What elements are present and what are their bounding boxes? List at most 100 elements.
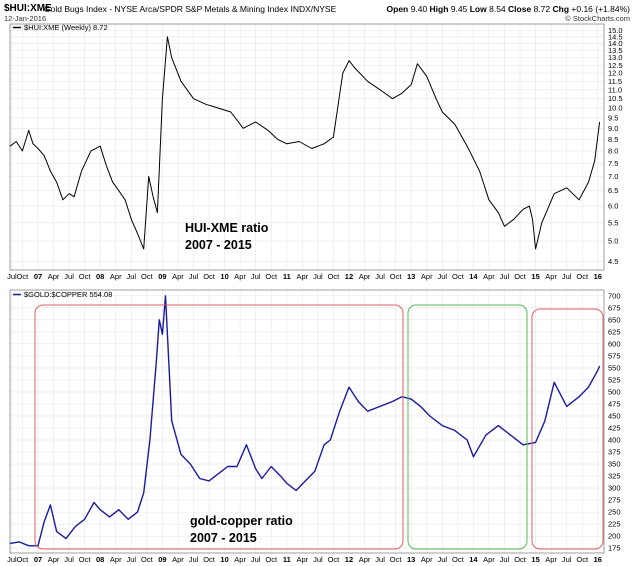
y-tick-label: 350 — [608, 460, 621, 469]
x-tick-label: Jul — [313, 555, 323, 564]
x-tick-label: Jul — [189, 555, 199, 564]
y-tick-label: 15.0 — [608, 26, 623, 35]
x-tick-label: Oct — [576, 555, 589, 564]
x-tick-label: Apr — [234, 272, 246, 281]
x-tick-label: Apr — [359, 272, 371, 281]
panel-frame — [9, 23, 605, 271]
x-tick-label: Apr — [296, 555, 308, 564]
y-tick-label: 375 — [608, 448, 621, 457]
x-tick-label: 16 — [594, 272, 602, 281]
x-tick-label: Jul — [126, 272, 136, 281]
low-value: 8.54 — [489, 4, 506, 14]
y-tick-label: 8.0 — [608, 146, 618, 155]
x-tick-label: 16 — [594, 555, 602, 564]
y-tick-label: 475 — [608, 399, 621, 408]
hui-xme-series-line — [9, 36, 601, 250]
y-tick-label: 275 — [608, 496, 621, 505]
legend-gold-copper: $GOLD:$COPPER 554.08 — [13, 290, 112, 299]
x-tick-label: 14 — [469, 272, 478, 281]
chart-symbol: $HUI:XME — [4, 3, 52, 14]
x-tick-label: Apr — [48, 272, 60, 281]
x-tick-label: Apr — [172, 272, 184, 281]
annotation-line: 2007 - 2015 — [185, 238, 252, 252]
x-tick-label: Oct — [265, 272, 278, 281]
x-tick-label: 12 — [345, 272, 353, 281]
x-tick-label: Apr — [48, 555, 60, 564]
annotation-line: HUI-XME ratio — [185, 221, 269, 235]
y-tick-label: 425 — [608, 423, 621, 432]
x-tick-label: 11 — [283, 272, 291, 281]
legend-hui-xme: $HUI:XME (Weekly) 8.72 — [13, 23, 108, 32]
y-tick-label: 325 — [608, 472, 621, 481]
y-tick-label: 225 — [608, 520, 621, 529]
y-tick-label: 300 — [608, 484, 621, 493]
legend-label: $GOLD:$COPPER 554.08 — [24, 290, 112, 299]
highlight-box-green-2013-2015 — [407, 304, 528, 550]
x-tick-label: Oct — [328, 555, 341, 564]
x-tick-label: Oct — [79, 272, 92, 281]
x-tick-label: 08 — [96, 555, 104, 564]
x-tick-label: 08 — [96, 272, 104, 281]
x-tick-label: 10 — [220, 272, 228, 281]
x-tick-label: Apr — [172, 555, 184, 564]
y-tick-label: 500 — [608, 387, 621, 396]
y-tick-label: 4.5 — [608, 257, 618, 266]
y-tick-label: 525 — [608, 375, 621, 384]
x-tick-label: Jul — [375, 555, 385, 564]
x-tick-label: Jul — [64, 272, 74, 281]
annotation-line: 2007 - 2015 — [190, 531, 257, 545]
x-tick-label: Oct — [79, 555, 92, 564]
open-value: 9.40 — [410, 4, 428, 14]
x-tick-label: Jul — [126, 555, 136, 564]
high-value: 9.45 — [450, 4, 468, 14]
x-tick-label: Jul — [7, 555, 17, 564]
close-value: 8.72 — [533, 4, 551, 14]
x-tick-label: Apr — [545, 272, 557, 281]
x-tick-label: 13 — [407, 272, 415, 281]
x-tick-label: Oct — [576, 272, 589, 281]
y-tick-label: 650 — [608, 315, 621, 324]
y-tick-label: 6.0 — [608, 202, 618, 211]
x-tick-label: Oct — [390, 555, 403, 564]
x-tick-label: Oct — [265, 555, 278, 564]
x-tick-label: 14 — [469, 555, 478, 564]
y-tick-label: 9.0 — [608, 124, 618, 133]
x-tick-label: Jul — [313, 272, 323, 281]
x-tick-label: Oct — [514, 555, 527, 564]
y-tick-label: 7.5 — [608, 159, 618, 168]
y-tick-label: 7.0 — [608, 172, 618, 181]
x-tick-label: Oct — [141, 272, 154, 281]
x-tick-label: Apr — [421, 272, 433, 281]
y-tick-label: 10.5 — [608, 94, 623, 103]
chart-date: 12-Jan-2016 — [4, 14, 47, 23]
y-tick-label: 575 — [608, 351, 621, 360]
x-tick-label: Oct — [203, 272, 216, 281]
x-tick-label: 07 — [34, 555, 42, 564]
x-tick-label: Apr — [483, 555, 495, 564]
x-tick-label: 12 — [345, 555, 353, 564]
x-tick-label: Oct — [452, 272, 465, 281]
highlight-box-red-2015-2016 — [531, 308, 604, 550]
annotation-line: gold-copper ratio — [190, 514, 293, 528]
x-tick-label: Apr — [110, 272, 122, 281]
x-tick-label: Oct — [328, 272, 341, 281]
x-tick-label: Apr — [359, 555, 371, 564]
x-tick-label: Oct — [17, 272, 30, 281]
chart-description: Gold Bugs Index - NYSE Arca/SPDR S&P Met… — [44, 4, 337, 14]
x-tick-label: Jul — [7, 272, 17, 281]
y-tick-label: 450 — [608, 411, 621, 420]
x-tick-label: Apr — [545, 555, 557, 564]
x-tick-label: Jul — [189, 272, 199, 281]
y-tick-label: 12.0 — [608, 69, 623, 78]
y-tick-label: 9.5 — [608, 113, 618, 122]
x-tick-label: Apr — [483, 272, 495, 281]
x-tick-label: Jul — [500, 272, 510, 281]
y-tick-label: 400 — [608, 436, 621, 445]
y-tick-label: 14.5 — [608, 32, 623, 41]
x-tick-label: Oct — [390, 272, 403, 281]
x-tick-label: Apr — [234, 555, 246, 564]
y-tick-label: 6.5 — [608, 186, 618, 195]
x-tick-label: 07 — [34, 272, 42, 281]
x-tick-label: Oct — [452, 555, 465, 564]
